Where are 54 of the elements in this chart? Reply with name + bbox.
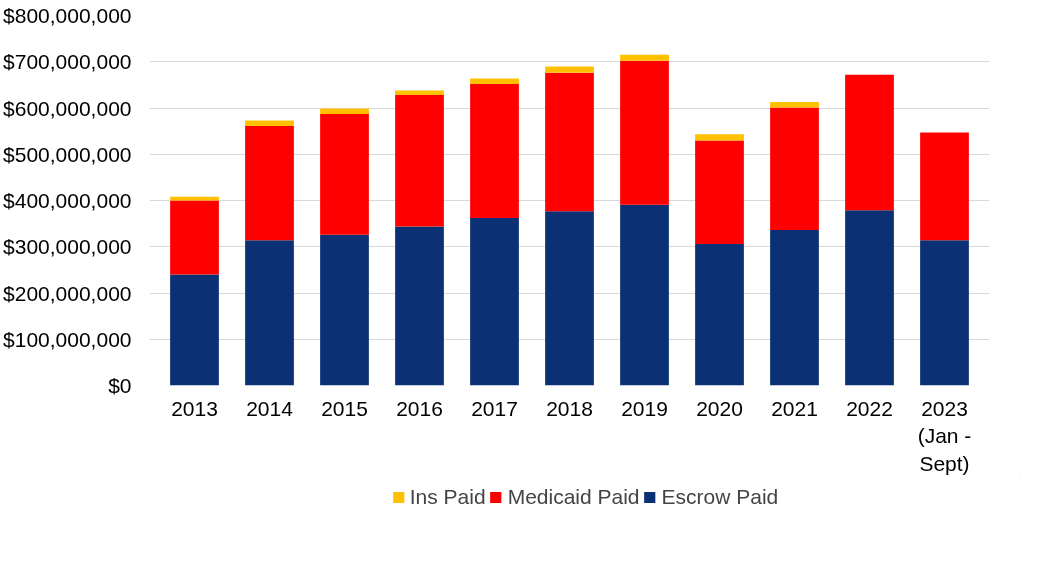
- y-tick-label: $400,000,000: [3, 189, 132, 212]
- x-tick-label: 2013: [171, 396, 218, 420]
- legend-label: Ins Paid: [409, 485, 486, 509]
- bar: [320, 114, 369, 235]
- x-tick-label: 2016: [396, 396, 443, 420]
- legend-label: Escrow Paid: [661, 485, 779, 509]
- bar: [395, 226, 444, 386]
- x-tick-label: 2019: [621, 396, 668, 420]
- bar: [920, 132, 969, 241]
- bar: [470, 83, 519, 219]
- y-tick-label: $300,000,000: [3, 235, 132, 259]
- x-tick-label: 2018: [546, 396, 593, 420]
- y-tick-label: $200,000,000: [3, 281, 132, 305]
- bar: [470, 218, 519, 386]
- bar: [770, 101, 819, 108]
- y-tick-label: $700,000,000: [3, 50, 132, 74]
- bar: [470, 78, 519, 84]
- x-tick-label: 2014: [246, 396, 294, 420]
- y-tick-label: $600,000,000: [3, 96, 132, 120]
- bar: [395, 95, 444, 227]
- y-tick-label: $100,000,000: [3, 327, 132, 351]
- x-tick-label: 2023 (Jan - Sept): [917, 396, 972, 475]
- y-tick-label: $0: [108, 374, 132, 397]
- bar: [695, 134, 744, 141]
- bar: [320, 108, 369, 115]
- bar: [695, 140, 744, 244]
- bar: [545, 211, 594, 386]
- y-tick-label: $500,000,000: [3, 142, 132, 166]
- bar: [620, 54, 669, 61]
- bar: [245, 240, 294, 386]
- legend-label: Medicaid Paid: [507, 485, 640, 509]
- bar: [170, 200, 219, 275]
- x-tick-label: 2022: [846, 396, 893, 420]
- x-tick-label: 2017: [471, 396, 518, 420]
- bar: [245, 120, 294, 127]
- x-tick-label: 2020: [696, 396, 743, 420]
- x-tick-label: 2021: [771, 396, 818, 420]
- bar: [845, 74, 894, 211]
- bar: [545, 66, 594, 73]
- bar: [320, 234, 369, 386]
- bar: [170, 274, 219, 386]
- bar: [245, 126, 294, 241]
- y-tick-label: $800,000,000: [3, 4, 132, 27]
- bar: [770, 230, 819, 386]
- bar: [845, 210, 894, 386]
- bar: [920, 240, 969, 386]
- bar: [695, 243, 744, 386]
- bar: [545, 72, 594, 212]
- bar: [770, 107, 819, 231]
- bar: [395, 90, 444, 96]
- bar: [620, 60, 669, 205]
- bar: [620, 204, 669, 386]
- bar: [170, 196, 219, 201]
- x-tick-label: 2015: [321, 396, 368, 420]
